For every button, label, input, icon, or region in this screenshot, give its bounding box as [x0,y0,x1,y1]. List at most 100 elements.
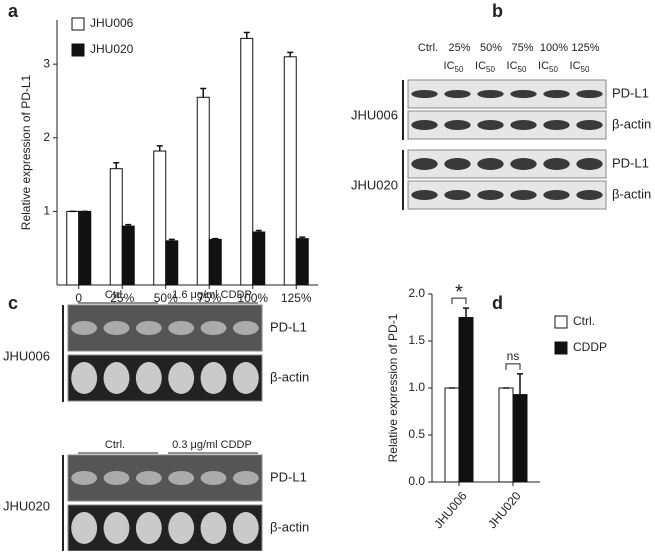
band-label: β-actin [270,369,309,384]
legend-label: JHU006 [90,16,134,30]
blot [407,110,607,140]
bar [208,238,222,286]
annotation: ns [507,349,520,363]
bar [252,231,266,286]
band [444,190,471,200]
band [168,471,195,485]
group-label: JHU020 [3,498,50,513]
band [444,120,471,130]
band [543,158,570,170]
band [477,90,504,98]
y-tick-label: 0.0 [408,474,425,488]
group-label: JHU006 [351,107,398,122]
band [71,362,98,394]
band-label: PD-L1 [612,85,649,100]
panel-label: d [492,293,503,313]
lane-label: 25% [448,42,470,54]
error-bar [212,237,219,240]
y-tick-label: 2.0 [408,286,425,300]
y-axis-label: Relative expression of PD-1 [386,313,400,462]
band-label: β-actin [270,519,309,534]
band [200,471,227,485]
bar [78,210,92,286]
blot [407,180,607,210]
gel [67,454,263,502]
error-bar [287,51,294,57]
band [232,362,259,394]
y-tick-label: 1 [43,204,50,218]
error-bar [156,145,163,152]
band [103,362,130,394]
band-label: PD-L1 [270,469,307,484]
band [411,90,438,98]
bar [66,210,80,286]
error-bar [517,373,523,395]
bar [121,225,135,286]
band [543,120,570,130]
gel [67,504,263,552]
panel-label: c [8,293,18,313]
legend-swatch [71,43,85,57]
unit-sub: 50 [486,65,495,74]
treatment-label: 0.3 μg/ml CDDP [172,439,252,451]
y-axis-label: Relative expression of PD-L1 [19,74,33,230]
lane-unit: IC50 [538,60,558,74]
bar [165,240,179,286]
unit: IC [570,60,581,72]
bar [458,317,474,483]
x-tick-label: 100% [237,291,268,305]
lane-unit: IC50 [444,60,464,74]
unit: IC [444,60,455,72]
band [135,512,162,544]
band [71,512,98,544]
band [510,158,537,170]
band-label: PD-L1 [612,155,649,170]
y-tick-label: 0.5 [408,427,425,441]
lane-label: 50% [480,42,502,54]
legend-label: CDDP [573,340,607,354]
bar [240,37,254,286]
x-tick-label: JHU006 [431,489,470,531]
x-tick-label: 0 [75,291,82,305]
group-label: JHU020 [351,177,398,192]
band [200,512,227,544]
band [135,471,162,485]
band [543,190,570,200]
bar [109,168,123,286]
annotation: * [455,281,463,303]
bar [153,150,167,286]
band [71,471,98,485]
band [103,471,130,485]
lane-unit: IC50 [475,60,495,74]
band [168,362,195,394]
band [543,90,570,98]
error-bar [255,229,262,232]
bar [444,387,460,483]
unit-sub: 50 [518,65,527,74]
unit-sub: 50 [549,65,558,74]
band [232,512,259,544]
error-bar [299,236,306,239]
bar [498,387,514,483]
bar [283,56,297,286]
ctrl-label: Ctrl. [105,289,125,301]
x-tick-label: 50% [154,291,178,305]
band [200,321,227,335]
band-label: PD-L1 [270,319,307,334]
error-bar [168,238,175,241]
band [232,471,259,485]
lane-label: Ctrl. [418,42,438,54]
blot [407,79,607,109]
band [576,90,603,98]
band [510,120,537,130]
band [444,90,471,98]
band [477,190,504,200]
ctrl-label: Ctrl. [105,439,125,451]
band [168,512,195,544]
band [477,120,504,130]
band [477,158,504,170]
band [71,321,98,335]
panel-label: b [492,1,503,21]
band [411,120,438,130]
error-bar [463,307,469,318]
